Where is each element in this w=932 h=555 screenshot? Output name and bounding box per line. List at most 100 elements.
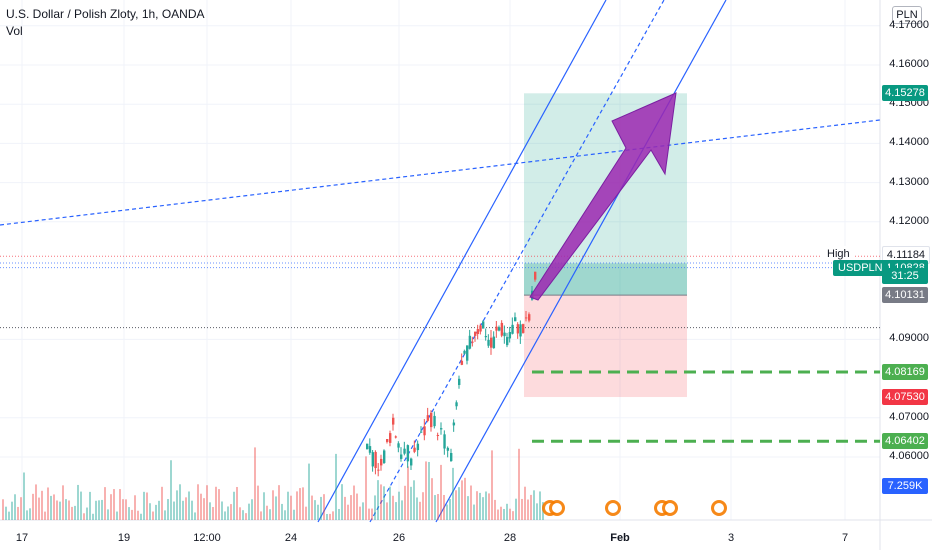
volume-bar xyxy=(455,490,457,520)
volume-bar xyxy=(506,503,508,520)
candle-body xyxy=(397,443,400,448)
volume-bar xyxy=(470,485,472,520)
volume-bar xyxy=(56,500,58,520)
volume-bar xyxy=(437,494,439,520)
volume-bar xyxy=(365,456,367,520)
volume-bar xyxy=(68,500,70,520)
volume-bar xyxy=(263,492,265,520)
price-tick-label: 4.17000 xyxy=(889,18,929,31)
candle-body xyxy=(458,378,461,386)
candle-body xyxy=(450,452,453,462)
volume-bar xyxy=(50,495,52,520)
volume-bar xyxy=(347,504,349,520)
volume-bar xyxy=(245,513,247,520)
time-tick-label: 17 xyxy=(15,532,29,544)
volume-bar xyxy=(104,487,106,520)
volume-bar xyxy=(62,485,64,520)
volume-bar xyxy=(476,491,478,520)
volume-bar xyxy=(98,500,100,520)
volume-bar xyxy=(167,499,169,520)
volume-bar xyxy=(407,466,409,520)
volume-bar xyxy=(350,495,352,520)
event-flag-icon-inner xyxy=(714,503,724,513)
candle-body xyxy=(416,443,420,451)
candle-body xyxy=(479,325,482,332)
candle-body xyxy=(484,336,488,338)
volume-bar xyxy=(539,491,541,520)
volume-bar xyxy=(377,480,379,520)
volume-bar xyxy=(83,513,85,520)
volume-bar xyxy=(527,499,529,520)
candle-body xyxy=(400,454,403,459)
volume-bar xyxy=(164,510,166,520)
volume-bar xyxy=(473,504,475,520)
candle-body xyxy=(392,417,395,425)
price-tag: 31:25 xyxy=(882,267,928,284)
time-tick-label: 28 xyxy=(503,532,517,544)
price-tick-label: 4.13000 xyxy=(889,175,929,188)
volume-bar xyxy=(536,503,538,520)
volume-bar xyxy=(188,491,190,520)
candle-body xyxy=(440,428,443,430)
price-tick-label: 4.06000 xyxy=(889,450,929,462)
volume-bar xyxy=(131,509,133,520)
candle-body xyxy=(534,271,537,280)
volume-bar xyxy=(110,494,112,520)
price-tick-label: 4.09000 xyxy=(889,332,929,345)
candle-body xyxy=(516,324,520,334)
volume-bar xyxy=(509,508,511,520)
volume-bar xyxy=(371,508,373,520)
dashed-trend-line xyxy=(0,119,881,226)
price-tag: 7.259K xyxy=(882,478,928,495)
volume-bar xyxy=(485,491,487,520)
chart-title: U.S. Dollar / Polish Zloty, 1h, OANDA xyxy=(6,7,205,21)
candle-body xyxy=(430,412,433,428)
volume-bar xyxy=(230,504,232,520)
candle-body xyxy=(413,447,416,452)
volume-bar xyxy=(302,487,304,520)
volume-bar xyxy=(332,511,334,520)
volume-bar xyxy=(305,506,307,520)
volume-bar xyxy=(8,511,10,520)
volume-bar xyxy=(71,506,73,520)
channel-upper-line xyxy=(317,0,607,523)
volume-bar xyxy=(23,472,25,520)
candle-body xyxy=(436,434,440,436)
time-tick-label: 12:00 xyxy=(193,532,221,544)
candle-body xyxy=(476,329,480,335)
volume-bar xyxy=(458,487,460,520)
volume-bar xyxy=(41,490,43,520)
volume-bar xyxy=(404,485,406,520)
price-tick-label: 4.07000 xyxy=(889,410,929,423)
volume-bar xyxy=(269,509,271,520)
volume-bar xyxy=(161,486,163,520)
volume-bar xyxy=(86,507,88,520)
candle-body xyxy=(394,436,398,438)
volume-bar xyxy=(89,491,91,520)
volume-bar xyxy=(179,484,181,520)
volume-bar xyxy=(368,508,370,520)
volume-bar xyxy=(26,510,28,520)
volume-bar xyxy=(359,506,361,520)
candle-body xyxy=(468,335,472,349)
volume-bar xyxy=(53,494,55,520)
volume-bar xyxy=(140,513,142,520)
volume-bar xyxy=(311,495,313,520)
time-tick-label: Feb xyxy=(610,532,630,544)
volume-bar xyxy=(233,491,235,520)
candle-body xyxy=(474,331,477,336)
currency-selector[interactable]: PLN xyxy=(892,6,922,24)
volume-bar xyxy=(434,495,436,520)
volume-bar xyxy=(281,503,283,520)
volume-bar xyxy=(395,502,397,520)
volume-bar xyxy=(173,501,175,520)
volume-bar xyxy=(488,493,490,520)
volume-bar xyxy=(14,494,16,520)
volume-bar xyxy=(107,509,109,520)
volume-bar xyxy=(113,489,115,520)
volume-bar xyxy=(314,500,316,520)
volume-bar xyxy=(149,503,151,520)
candle-body xyxy=(386,439,389,442)
